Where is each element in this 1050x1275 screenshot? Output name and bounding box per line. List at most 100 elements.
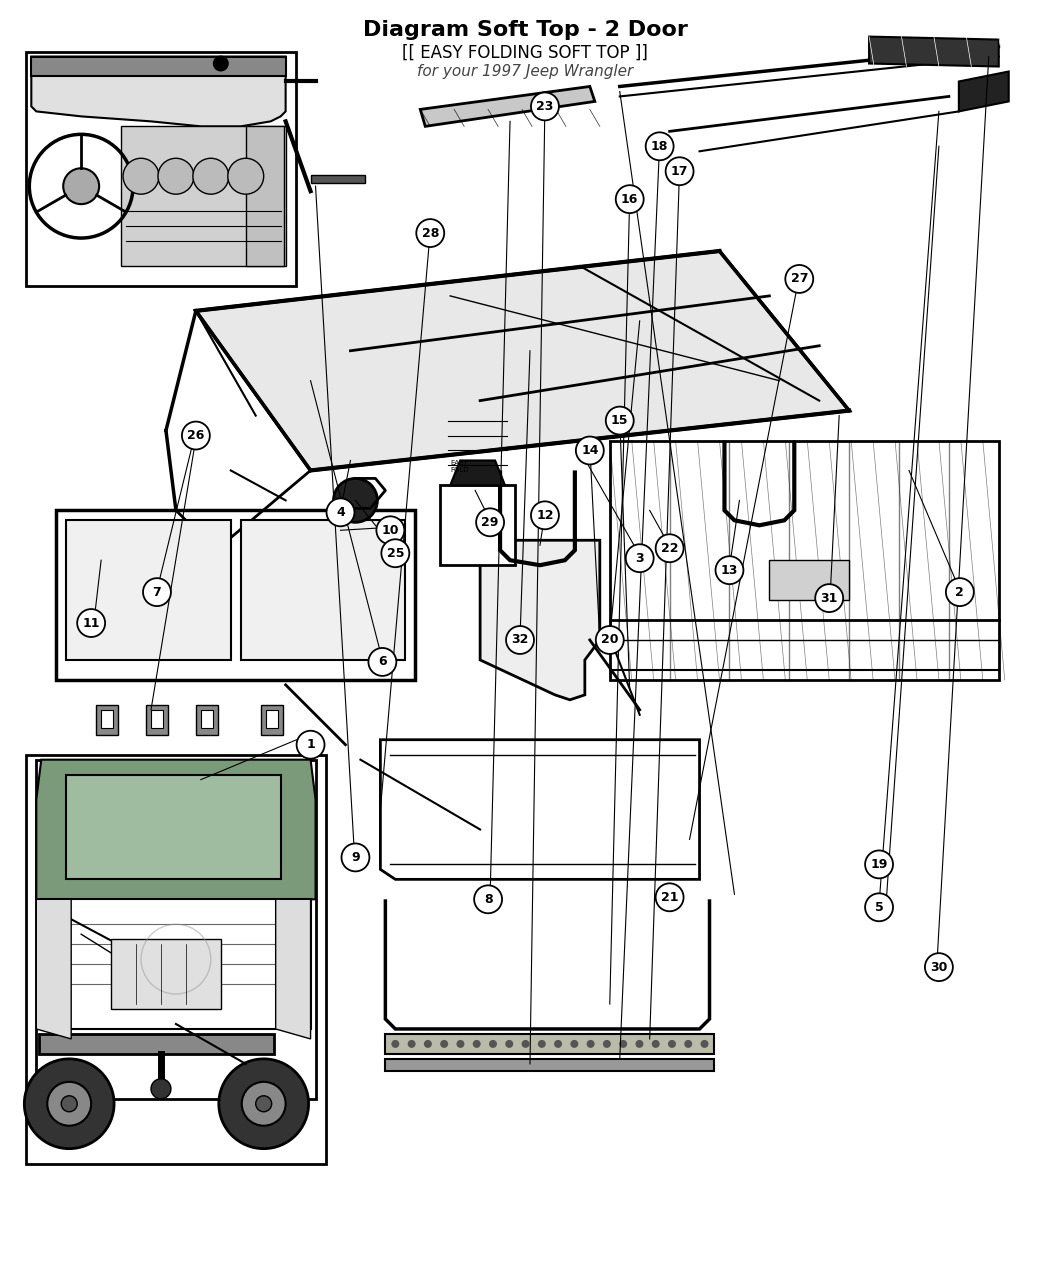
Polygon shape: [32, 56, 286, 126]
Bar: [201, 710, 213, 728]
Bar: [266, 710, 277, 728]
Circle shape: [946, 578, 973, 606]
Circle shape: [369, 648, 396, 676]
Bar: [260, 705, 282, 734]
Text: 8: 8: [484, 892, 492, 905]
Text: 7: 7: [152, 585, 162, 599]
Text: 16: 16: [621, 193, 638, 205]
Circle shape: [24, 1058, 114, 1149]
Circle shape: [865, 894, 892, 922]
Circle shape: [603, 1040, 611, 1048]
Circle shape: [381, 539, 410, 567]
Circle shape: [158, 158, 194, 194]
Polygon shape: [66, 775, 280, 880]
Circle shape: [151, 1079, 171, 1099]
Bar: [26, 51, 296, 286]
Polygon shape: [37, 760, 316, 1099]
Circle shape: [668, 1040, 676, 1048]
Text: 25: 25: [386, 547, 404, 560]
Text: 12: 12: [537, 509, 553, 521]
Circle shape: [587, 1040, 594, 1048]
Circle shape: [327, 499, 355, 527]
Text: 9: 9: [351, 850, 360, 864]
Text: 4: 4: [336, 506, 344, 519]
Circle shape: [575, 436, 604, 464]
Circle shape: [655, 884, 684, 912]
Circle shape: [472, 1040, 481, 1048]
Circle shape: [531, 501, 559, 529]
Circle shape: [865, 850, 892, 878]
Circle shape: [182, 422, 210, 450]
Text: 28: 28: [421, 227, 439, 240]
Circle shape: [78, 609, 105, 638]
Polygon shape: [385, 1058, 714, 1071]
Text: 18: 18: [651, 140, 669, 153]
Polygon shape: [450, 460, 505, 486]
Circle shape: [424, 1040, 432, 1048]
Bar: [196, 705, 217, 734]
Text: Diagram Soft Top - 2 Door: Diagram Soft Top - 2 Door: [362, 19, 688, 40]
Circle shape: [476, 509, 504, 537]
Text: 3: 3: [635, 552, 644, 565]
Text: 10: 10: [381, 524, 399, 537]
Circle shape: [242, 1081, 286, 1126]
Polygon shape: [37, 760, 316, 899]
Polygon shape: [32, 56, 286, 76]
Circle shape: [475, 885, 502, 913]
Circle shape: [296, 731, 324, 759]
Polygon shape: [111, 940, 220, 1009]
Bar: [151, 710, 163, 728]
Polygon shape: [240, 520, 405, 660]
Text: for your 1997 Jeep Wrangler: for your 1997 Jeep Wrangler: [417, 64, 633, 79]
Circle shape: [341, 844, 370, 871]
Bar: [770, 560, 849, 601]
Circle shape: [228, 158, 264, 194]
Text: 26: 26: [187, 428, 205, 442]
Text: 2: 2: [956, 585, 964, 599]
Polygon shape: [385, 1034, 714, 1054]
Bar: [97, 705, 118, 734]
Text: 1: 1: [307, 738, 315, 751]
Text: 19: 19: [870, 858, 887, 871]
Text: 6: 6: [378, 655, 386, 668]
Circle shape: [785, 265, 814, 293]
Circle shape: [570, 1040, 579, 1048]
Circle shape: [666, 157, 694, 185]
Bar: [246, 126, 284, 266]
Bar: [39, 1034, 274, 1054]
Circle shape: [440, 1040, 448, 1048]
Circle shape: [213, 56, 229, 71]
Bar: [610, 441, 999, 680]
Polygon shape: [196, 251, 849, 470]
Text: 11: 11: [82, 617, 100, 630]
Circle shape: [457, 1040, 464, 1048]
Circle shape: [61, 1095, 78, 1112]
Circle shape: [63, 168, 99, 204]
Circle shape: [531, 93, 559, 120]
Text: 23: 23: [537, 99, 553, 113]
Polygon shape: [276, 899, 311, 1039]
Circle shape: [606, 407, 634, 435]
Circle shape: [505, 1040, 513, 1048]
Circle shape: [554, 1040, 562, 1048]
Circle shape: [143, 578, 171, 606]
Circle shape: [652, 1040, 659, 1048]
Polygon shape: [37, 899, 71, 1039]
Bar: [101, 710, 113, 728]
Circle shape: [626, 544, 654, 572]
Circle shape: [700, 1040, 709, 1048]
Polygon shape: [41, 899, 311, 1029]
Polygon shape: [869, 37, 999, 66]
Polygon shape: [959, 71, 1009, 111]
Circle shape: [256, 1095, 272, 1112]
Text: 21: 21: [660, 891, 678, 904]
Circle shape: [925, 954, 952, 980]
Circle shape: [538, 1040, 546, 1048]
Bar: [440, 486, 516, 565]
Circle shape: [635, 1040, 644, 1048]
Text: 29: 29: [481, 516, 499, 529]
Circle shape: [615, 185, 644, 213]
Polygon shape: [66, 520, 231, 660]
Circle shape: [646, 133, 674, 161]
Polygon shape: [420, 87, 594, 126]
